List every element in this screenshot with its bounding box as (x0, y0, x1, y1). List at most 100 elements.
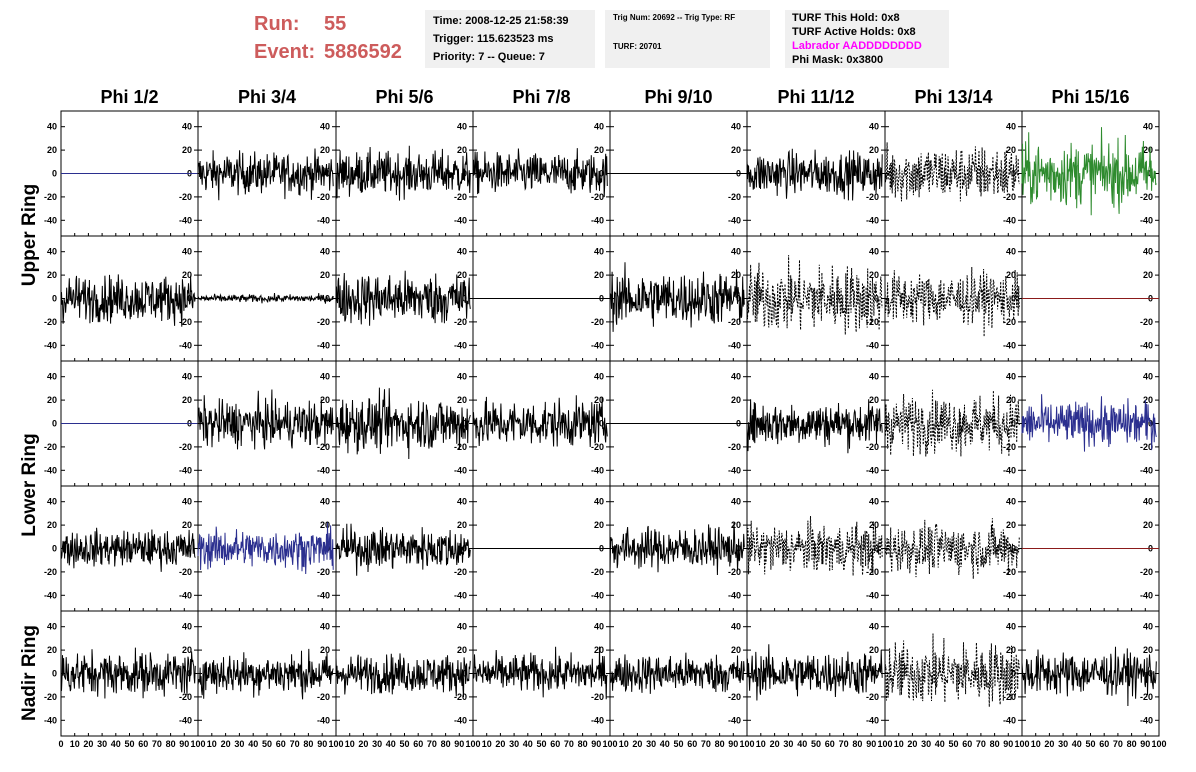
y-tick-label: -40 (728, 215, 741, 225)
phi-title-8: Phi 15/16 (1051, 87, 1130, 107)
y-tick-label: -20 (866, 442, 879, 452)
waveform-trace (335, 523, 471, 576)
y-tick-label: 40 (869, 622, 879, 632)
y-tick-label: 20 (47, 645, 57, 655)
x-tick-label: 70 (1113, 739, 1123, 749)
y-tick-label: 20 (47, 145, 57, 155)
x-tick-label: 50 (1085, 739, 1095, 749)
x-tick-label: 60 (962, 739, 972, 749)
y-tick-label: 0 (52, 169, 57, 179)
y-tick-label: 40 (1006, 247, 1016, 257)
y-tick-label: -40 (728, 590, 741, 600)
waveform-trace (746, 255, 883, 335)
y-tick-label: -40 (1003, 715, 1016, 725)
x-tick-label: 10 (1031, 739, 1041, 749)
phi-mask-text: Phi Mask: 0x3800 (792, 54, 884, 66)
waveform-trace (884, 266, 1020, 337)
x-tick-label: 60 (825, 739, 835, 749)
y-tick-label: 20 (869, 645, 879, 655)
y-tick-label: -20 (728, 567, 741, 577)
x-tick-label: 70 (290, 739, 300, 749)
y-tick-label: 40 (182, 622, 192, 632)
y-tick-label: 0 (599, 419, 604, 429)
y-tick-label: -40 (179, 340, 192, 350)
y-tick-label: 20 (731, 145, 741, 155)
x-tick-label: 60 (138, 739, 148, 749)
y-tick-label: 0 (874, 169, 879, 179)
waveform-trace (609, 262, 745, 332)
y-tick-label: 20 (457, 270, 467, 280)
y-tick-label: 0 (599, 169, 604, 179)
x-tick-label: 70 (152, 739, 162, 749)
waveform-trace (60, 647, 196, 699)
x-tick-label: 100 (1151, 739, 1166, 749)
y-tick-label: 0 (52, 294, 57, 304)
x-tick-label: 40 (248, 739, 258, 749)
y-tick-label: 20 (731, 645, 741, 655)
x-tick-label: 100 (739, 739, 754, 749)
y-tick-label: -20 (454, 317, 467, 327)
panel-r3-c4: -40 -20 0 20 40 (472, 360, 611, 487)
y-tick-label: -40 (591, 215, 604, 225)
y-tick-label: -20 (728, 192, 741, 202)
y-tick-label: 40 (869, 122, 879, 132)
x-tick-label: 80 (852, 739, 862, 749)
y-tick-label: -20 (317, 192, 330, 202)
trig-num-box: Trig Num: 20692 -- Trig Type: RF TURF: 2… (605, 10, 770, 68)
y-tick-label: -20 (317, 317, 330, 327)
x-tick-label: 100 (190, 739, 205, 749)
y-tick-label: -20 (44, 692, 57, 702)
x-tick-label: 20 (770, 739, 780, 749)
y-tick-label: -20 (728, 317, 741, 327)
y-tick-label: 40 (731, 497, 741, 507)
x-tick-label: 30 (372, 739, 382, 749)
waveform-trace (609, 522, 745, 576)
y-tick-label: 0 (462, 544, 467, 554)
x-tick-label: 0 (58, 739, 63, 749)
y-tick-label: -20 (44, 442, 57, 452)
waveform-trace (197, 648, 334, 700)
x-tick-label: 90 (591, 739, 601, 749)
y-tick-label: -40 (317, 340, 330, 350)
x-tick-label: 100 (602, 739, 617, 749)
y-tick-label: -20 (317, 442, 330, 452)
y-tick-label: -20 (179, 192, 192, 202)
y-tick-label: 40 (457, 497, 467, 507)
y-tick-label: 40 (869, 497, 879, 507)
waveform-trace (746, 515, 883, 576)
panel-r5-c3: -40 -20 0 20 40 (335, 610, 474, 737)
x-tick-label: 80 (303, 739, 313, 749)
y-tick-label: -20 (1140, 692, 1153, 702)
waveform-trace (884, 389, 1020, 457)
x-tick-label: 80 (715, 739, 725, 749)
y-tick-label: 40 (731, 122, 741, 132)
run-event-block: Run: 55 Event: 5886592 (254, 10, 402, 66)
waveform-trace (197, 522, 334, 575)
x-tick-label: 40 (935, 739, 945, 749)
x-tick-label: 30 (234, 739, 244, 749)
y-tick-label: -20 (728, 692, 741, 702)
y-tick-label: 20 (320, 395, 330, 405)
y-tick-label: 40 (869, 372, 879, 382)
waveform-trace (884, 633, 1020, 707)
y-tick-label: 0 (52, 544, 57, 554)
y-tick-label: 40 (320, 497, 330, 507)
y-tick-label: -40 (44, 590, 57, 600)
x-tick-label: 60 (550, 739, 560, 749)
y-tick-label: 20 (1006, 270, 1016, 280)
y-tick-label: -40 (866, 590, 879, 600)
x-tick-label: 10 (70, 739, 80, 749)
y-tick-label: -20 (591, 317, 604, 327)
x-tick-label: 70 (976, 739, 986, 749)
y-tick-label: -40 (1140, 590, 1153, 600)
x-tick-label: 70 (427, 739, 437, 749)
phi-title-4: Phi 7/8 (512, 87, 571, 107)
event-label: Event: (254, 41, 316, 63)
y-tick-label: 40 (594, 497, 604, 507)
y-tick-label: 40 (47, 497, 57, 507)
x-tick-label: 20 (83, 739, 93, 749)
y-tick-label: -40 (866, 715, 879, 725)
